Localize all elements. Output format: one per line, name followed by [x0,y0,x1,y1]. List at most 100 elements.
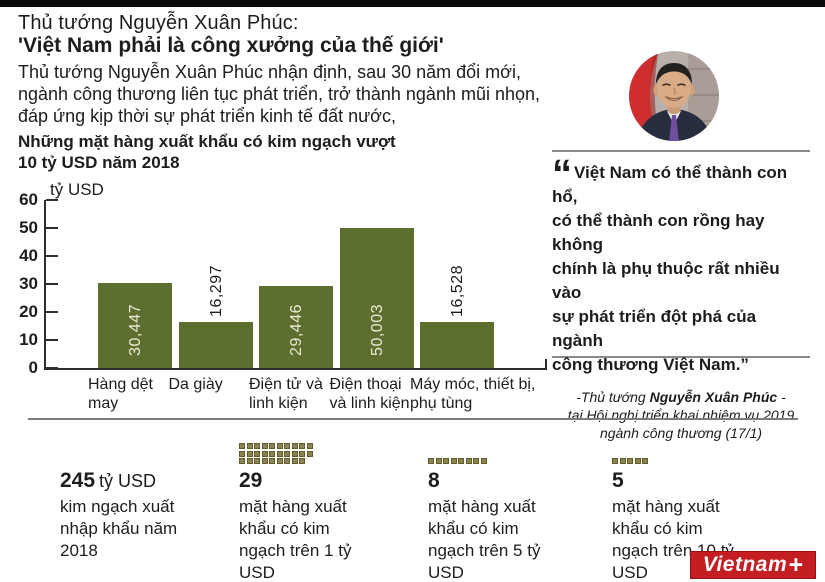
square-unit-icon [246,443,253,449]
y-axis-tick [46,255,58,257]
square-unit-icon [642,458,648,464]
top-black-bar [0,0,825,7]
bar-3: 50,003 [339,228,414,368]
square-unit-icon [299,450,305,457]
quote-text: Việt Nam có thể thành con hổ, có thể thà… [552,163,788,374]
square-unit-icon [261,458,268,464]
square-unit-icon [450,458,457,464]
stat-icon-row [612,438,762,468]
bar-1: 16,297 [178,265,253,368]
stat-text: mặt hàng xuất khẩu có kim ngạch trên 10 … [612,497,734,582]
tie-shape [669,115,679,141]
quote-block: “ Việt Nam có thể thành con hổ, có thể t… [552,150,810,441]
quote-attr-suffix: - [777,389,786,405]
bar-value-label: 30,447 [127,304,144,356]
x-axis-end-tick [545,359,547,370]
square-unit-icon [276,450,283,457]
stat-icon-row [428,438,578,468]
square-unit-icon [239,450,245,457]
y-axis-tick [46,367,58,369]
square-unit-icon [254,450,260,457]
squares-grid-icon [612,458,686,464]
y-axis-tick-label: 10 [19,330,38,349]
stat-over-10b: 5 mặt hàng xuất khẩu có kim ngạch trên 1… [612,438,762,582]
square-unit-icon [480,458,487,464]
y-axis-tick-label: 60 [19,190,38,209]
quote-attribution: -Thủ tướng Nguyễn Xuân Phúc - [552,388,810,406]
stat-number: 245 tỷ USD [60,468,210,494]
logo-text: Vietnam [702,553,788,576]
square-unit-icon [299,443,305,449]
stat-total-trade: 245 tỷ USD kim ngạch xuất nhập khẩu năm 2… [60,438,210,562]
square-unit-icon [458,458,464,464]
square-unit-icon [284,450,290,457]
y-axis-tick-label: 0 [28,358,38,377]
y-axis-tick [46,227,58,229]
square-unit-icon [269,458,275,464]
squares-grid-icon [428,458,502,464]
square-unit-icon [239,458,245,464]
stat-icon-row [239,438,389,468]
bar-4: 16,528 [420,265,494,368]
stat-over-1b: 29 mặt hàng xuất khẩu có kim ngạch trên … [239,438,389,582]
y-axis-tick [46,283,58,285]
stat-over-5b: 8 mặt hàng xuất khẩu có kim ngạch trên 5… [428,438,578,582]
stat-number: 5 [612,469,624,492]
lede-paragraph: Thủ tướng Nguyễn Xuân Phúc nhận định, sa… [18,62,541,126]
stat-number: 29 [239,469,263,492]
quote-attr-name: Nguyễn Xuân Phúc [649,389,778,405]
x-axis-category-label: Da giày [168,376,223,393]
square-unit-icon [276,443,283,449]
square-unit-icon [291,458,298,464]
square-unit-icon [299,458,305,464]
square-unit-icon [627,458,633,464]
x-axis-category-label: Hàng dệt may [88,376,153,412]
bar-value-label: 50,003 [368,304,386,356]
quote-attribution-detail: tại Hội nghị triển khai nhiệm vụ 2019 ng… [567,407,795,441]
x-axis-category-label: Máy móc, thiết bị, phụ tùng [410,376,536,412]
y-axis-unit-label: tỷ USD [50,180,104,199]
portrait-photo [628,50,720,142]
square-unit-icon [261,443,268,449]
squares-grid-icon [239,443,313,464]
y-axis-tick-label: 30 [19,274,38,293]
y-axis-line [44,200,46,370]
y-axis-tick [46,311,58,313]
square-unit-icon [284,458,290,464]
square-unit-icon [619,458,626,464]
x-axis-category-label: Điện thoại và linh kiện [329,376,410,412]
stat-text: mặt hàng xuất khẩu có kim ngạch trên 5 t… [428,497,541,582]
square-unit-icon [276,458,283,464]
square-unit-icon [473,458,479,464]
kicker-title: Thủ tướng Nguyễn Xuân Phúc: [18,12,299,34]
square-unit-icon [269,443,275,449]
square-unit-icon [291,450,298,457]
stat-icon-row [60,438,210,468]
bar-0: 30,447 [98,283,172,368]
square-unit-icon [443,458,449,464]
square-unit-icon [254,443,260,449]
bar-value-label: 16,528 [449,265,466,317]
y-axis-tick [46,199,58,201]
y-axis-tick-label: 50 [19,218,38,237]
hair-shape [656,63,692,84]
square-unit-icon [612,458,618,464]
chart-title: Những mặt hàng xuất khẩu có kim ngạch vư… [18,132,396,172]
stat-text: mặt hàng xuất khẩu có kim ngạch trên 1 t… [239,497,352,582]
square-unit-icon [435,458,442,464]
bar-2: 29,446 [259,286,333,368]
stat-text: kim ngạch xuất nhập khẩu năm 2018 [60,497,178,560]
square-unit-icon [306,443,313,449]
section-divider-line [28,418,798,420]
square-unit-icon [306,450,313,457]
stat-number: 8 [428,469,440,492]
square-unit-icon [465,458,472,464]
square-unit-icon [239,443,245,449]
square-unit-icon [254,458,260,464]
headline: 'Việt Nam phải là công xưởng của thế giớ… [18,34,444,57]
square-unit-icon [246,458,253,464]
x-axis-category-label: Điện tử và linh kiện [249,376,323,412]
stat-number-suffix: tỷ USD [99,471,157,491]
quote-attr-prefix: -Thủ tướng [576,389,650,405]
vietnamplus-logo: Vietnam + [690,551,816,579]
